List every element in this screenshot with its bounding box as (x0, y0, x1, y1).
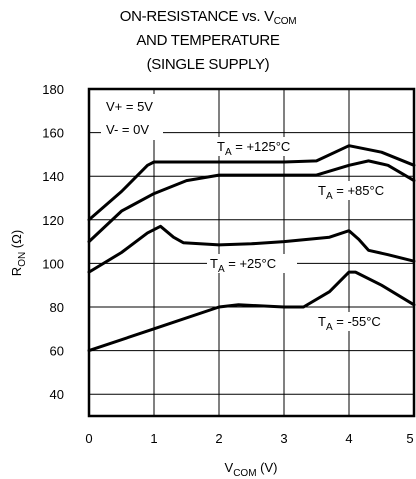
x-tick-label: 1 (150, 431, 157, 446)
y-axis-label: RON (Ω) (9, 230, 28, 276)
series-line-0 (87, 144, 416, 222)
y-tick-label: 100 (42, 256, 64, 271)
y-tick-label: 180 (42, 82, 64, 97)
chart-title-line-2: AND TEMPERATURE (136, 32, 280, 49)
series-label-bg (214, 137, 306, 156)
series-label-bg (207, 254, 297, 273)
y-tick-label: 120 (42, 213, 64, 228)
y-tick-label: 60 (50, 344, 64, 359)
y-tick-label: 40 (50, 387, 64, 402)
series-label-2: TA = +25°C (210, 256, 276, 275)
x-tick-label: 5 (406, 431, 413, 446)
annotation-supply-negative: V- = 0V (106, 122, 149, 137)
chart-title-line-3: (SINGLE SUPPLY) (146, 56, 270, 73)
x-tick-label: 3 (280, 431, 287, 446)
series-label-1: TA = +85°C (318, 183, 384, 202)
series-label-0: TA = +125°C (217, 139, 290, 158)
x-tick-label: 0 (85, 431, 92, 446)
series-label-bg (315, 181, 399, 200)
plot-frame (87, 87, 416, 418)
y-tick-label: 80 (50, 300, 64, 315)
series-line-3 (87, 270, 416, 353)
y-tick-label: 160 (42, 126, 64, 141)
x-tick-label: 2 (215, 431, 222, 446)
annotation-box (101, 94, 163, 140)
y-tick-label: 140 (42, 169, 64, 184)
series-line-1 (87, 159, 416, 244)
x-tick-label: 4 (345, 431, 352, 446)
series-label-3: TA = -55°C (318, 314, 381, 333)
series-label-bg (315, 312, 397, 331)
x-axis-label: VCOM (V) (225, 460, 278, 479)
chart-title-line-1: ON-RESISTANCE vs. VCOM (119, 8, 297, 27)
annotation-supply-positive: V+ = 5V (106, 99, 153, 114)
series-line-2 (87, 224, 416, 274)
